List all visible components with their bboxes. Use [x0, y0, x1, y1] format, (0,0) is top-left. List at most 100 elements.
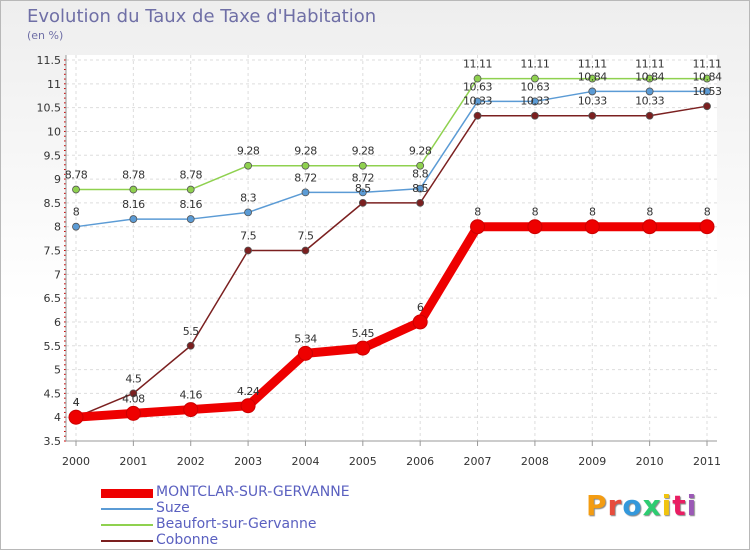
data-point — [244, 208, 252, 217]
data-label: 11.11 — [578, 58, 607, 71]
data-point — [416, 198, 425, 207]
data-label: 11.11 — [520, 58, 549, 71]
data-point — [129, 215, 138, 223]
data-point — [703, 74, 711, 83]
x-tick-label: 2003 — [234, 455, 262, 468]
y-tick-label: 6 — [54, 316, 61, 329]
data-label: 4.5 — [125, 372, 141, 385]
legend-swatch — [101, 540, 153, 542]
y-tick-label: 5 — [54, 364, 61, 377]
data-point — [470, 219, 486, 235]
data-label: 10.33 — [520, 95, 549, 108]
data-point — [473, 74, 482, 83]
x-tick-label: 2004 — [291, 455, 319, 468]
data-label: 4 — [73, 396, 80, 409]
y-tick-label: 11.5 — [37, 54, 62, 67]
data-point — [183, 402, 199, 418]
data-label: 8.78 — [122, 169, 145, 182]
data-point — [699, 219, 715, 235]
series-line-1 — [75, 90, 708, 228]
data-point — [531, 74, 539, 83]
data-label: 8 — [532, 206, 539, 219]
x-tick-label: 2000 — [62, 455, 90, 468]
data-point — [642, 219, 658, 235]
data-label: 4.24 — [237, 385, 260, 398]
data-label: 5.45 — [352, 327, 375, 340]
data-point — [358, 198, 367, 207]
data-label: 10.84 — [693, 70, 722, 83]
x-tick-label: 2010 — [636, 455, 664, 468]
data-label: 10.84 — [578, 70, 607, 83]
data-label: 8 — [474, 206, 481, 219]
data-label: 8 — [589, 206, 596, 219]
data-point — [301, 246, 310, 255]
data-point — [358, 188, 367, 197]
data-point — [72, 222, 80, 231]
data-point — [416, 161, 425, 170]
data-point — [588, 111, 597, 120]
data-point — [473, 97, 482, 106]
y-tick-label: 5.5 — [44, 340, 62, 353]
data-label: 10.63 — [520, 80, 549, 93]
x-tick-label: 2002 — [177, 455, 205, 468]
data-label: 5.5 — [183, 325, 199, 338]
data-point — [645, 111, 654, 120]
data-point — [531, 111, 539, 120]
data-point — [129, 389, 138, 398]
data-point — [240, 398, 256, 414]
series-line-2 — [75, 77, 708, 191]
data-label: 9.28 — [237, 145, 260, 158]
data-point — [301, 188, 310, 197]
data-point — [588, 87, 597, 96]
data-label: 8.8 — [412, 168, 428, 181]
data-label: 8.16 — [179, 198, 202, 211]
legend-swatch — [101, 488, 153, 498]
y-tick-label: 11 — [47, 78, 61, 91]
plot-area — [66, 55, 717, 441]
data-point — [186, 185, 195, 194]
proxiti-logo: Proxiti — [586, 489, 698, 522]
y-tick-label: 7 — [54, 268, 61, 281]
data-label: 11.11 — [463, 58, 492, 71]
series-line-0 — [71, 222, 712, 422]
data-point — [703, 102, 711, 111]
data-label: 8 — [704, 206, 711, 219]
x-tick-label: 2005 — [349, 455, 377, 468]
x-tick-label: 2009 — [578, 455, 606, 468]
unit-label: (en %) — [27, 29, 64, 42]
legend-swatch — [101, 508, 153, 510]
data-point — [68, 409, 84, 425]
y-tick-label: 10.5 — [37, 102, 62, 115]
legend-label: MONTCLAR-SUR-GERVANNE — [156, 484, 350, 500]
data-point — [358, 161, 367, 170]
data-label: 10.53 — [693, 85, 722, 98]
legend-label: Beaufort-sur-Gervanne — [156, 516, 317, 532]
data-point — [645, 87, 654, 96]
data-label: 9.28 — [409, 145, 432, 158]
y-tick-label: 4 — [54, 411, 61, 424]
data-point — [244, 161, 252, 170]
data-label: 8.72 — [294, 171, 317, 184]
x-tick-label: 2001 — [119, 455, 147, 468]
data-label: 8 — [646, 206, 653, 219]
data-point — [301, 161, 310, 170]
data-label: 10.33 — [463, 95, 492, 108]
y-tick-label: 3.5 — [44, 435, 62, 448]
y-tick-label: 8 — [54, 221, 61, 234]
data-label: 7.5 — [297, 230, 313, 243]
data-label: 7.5 — [240, 230, 256, 243]
data-point — [125, 405, 141, 421]
legend-label: Suze — [156, 500, 190, 516]
data-point — [244, 246, 252, 255]
y-tick-label: 8.5 — [44, 197, 62, 210]
data-label: 11.11 — [635, 58, 664, 71]
data-label: 8 — [73, 206, 80, 219]
legend-swatch — [101, 524, 153, 526]
data-point — [588, 74, 597, 83]
chart-title: Evolution du Taux de Taxe d'Habitation — [27, 6, 377, 27]
y-tick-label: 7.5 — [44, 245, 62, 258]
data-label: 8.5 — [412, 182, 428, 195]
data-label: 5.34 — [294, 332, 317, 345]
